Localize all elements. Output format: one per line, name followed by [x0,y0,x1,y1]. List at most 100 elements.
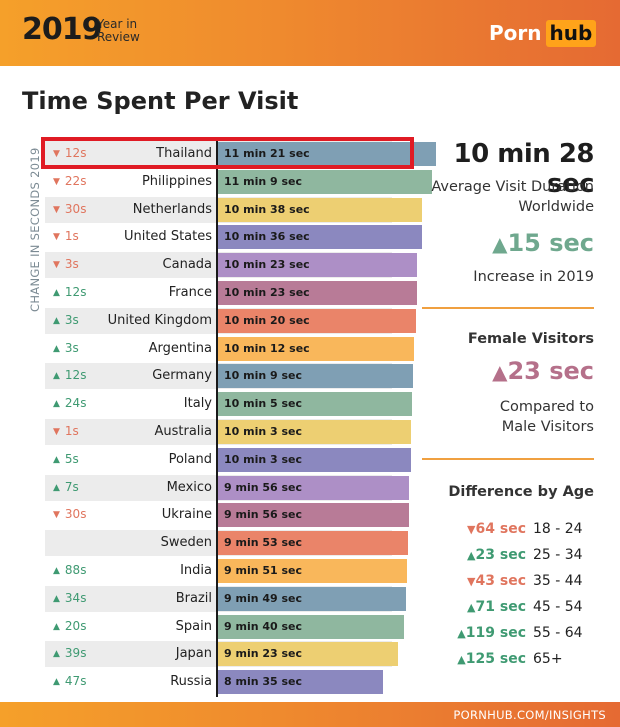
down-triangle-icon: ▼ [53,427,60,437]
change-indicator: ▲ 20s [53,619,86,633]
up-triangle-icon: ▲ [53,454,60,465]
country-label: Poland [168,451,212,467]
up-triangle-icon: ▲ [467,549,476,562]
bar [218,364,413,389]
change-indicator: ▼ 12s [53,146,86,160]
country-label: Netherlands [132,201,212,217]
age-row: ▼43 sec 35 - 44 [430,573,594,595]
bar-value-label: 10 min 38 sec [224,202,310,216]
bar [218,586,407,611]
bar [218,142,436,166]
change-value: 24s [64,396,87,411]
down-triangle-icon: ▼ [467,523,476,536]
change-value: 12s [64,146,87,160]
change-value: 34s [64,590,87,605]
chart-row: Sweden 9 min 53 sec [45,530,408,557]
bar-value-label: 9 min 53 sec [224,536,303,550]
change-value: 22s [64,173,87,188]
bar-value-label: 9 min 56 sec [224,480,303,494]
age-row: ▲119 sec 55 - 64 [430,625,594,647]
footer-url: PORNHUB.COM/INSIGHTS [453,708,606,722]
chart-row: ▲ 12s France 10 min 23 sec [45,280,418,306]
chart-row: ▼ 1s United States 10 min 36 sec [45,224,422,250]
bar-value-label: 10 min 23 sec [224,258,310,272]
down-triangle-icon: ▼ [53,176,60,187]
bar [218,503,409,528]
change-value: 3s [64,312,79,327]
page-title: Time Spent Per Visit [22,87,299,115]
up-triangle-icon: ▲ [53,482,60,493]
bar [218,169,433,194]
worldwide-average-panel: 10 min 28 sec [418,139,595,199]
change-indicator: ▲ 12s [53,285,86,299]
change-value: 5s [64,451,79,466]
divider [422,307,594,309]
country-label: Thailand [156,146,212,161]
bar [218,253,418,278]
worldwide-average-caption: Average Visit Duration Worldwide [418,177,594,217]
increase-value-text: 15 sec [507,229,594,257]
change-value: 88s [64,563,87,577]
age-delta: ▼64 sec [467,521,526,537]
age-range: 35 - 44 [533,573,583,589]
bar [218,197,423,222]
down-triangle-icon: ▼ [467,575,476,588]
age-range: 25 - 34 [533,547,583,563]
change-value: 12s [64,368,87,383]
age-delta-value: 71 sec [475,599,526,615]
bar-value-label: 9 min 49 sec [224,591,303,605]
age-row: ▼64 sec 18 - 24 [430,521,594,543]
change-value: 20s [64,618,87,633]
change-indicator: ▼ 1s [53,229,79,243]
year-in-review-label: Year in Review [97,18,157,44]
age-range: 55 - 64 [533,625,583,641]
bar [218,225,422,250]
change-indicator: ▲ 3s [53,313,79,327]
country-label: Sweden [160,535,212,551]
chart-row: ▲ 47s Russia 8 min 35 sec [45,669,392,695]
change-indicator: ▼ 1s [53,424,79,438]
bar [218,392,412,417]
bar-value-label: 10 min 9 sec [224,369,303,383]
up-triangle-icon: ▲ [53,343,60,354]
chart-row: ▼ 3s Canada 10 min 23 sec [45,252,418,279]
up-triangle-icon: ▲ [53,593,60,604]
chart-row: ▲ 34s Brazil 9 min 49 sec [45,585,407,612]
change-value: 1s [64,424,79,438]
bar [218,336,414,361]
chart-row: ▲ 12s Germany 10 min 9 sec [45,363,413,390]
y-axis-label: CHANGE IN SECONDS 2019 [28,147,42,312]
age-delta-value: 43 sec [475,573,526,589]
up-triangle-icon: ▲ [53,621,60,632]
up-triangle-icon: ▲ [53,371,60,382]
up-triangle-icon: ▲ [53,649,60,660]
footer-banner: PORNHUB.COM/INSIGHTS [0,702,620,727]
age-delta-value: 119 sec [465,625,526,641]
chart-row: ▲ 3s United Kingdom 10 min 20 sec [45,307,417,334]
chart-row: ▼ 12s Thailand 11 min 21 sec [45,141,436,167]
country-label: Russia [170,674,212,690]
bar [218,642,399,667]
country-label: Argentina [148,340,212,356]
chart-row: ▲ 3s Argentina 10 min 12 sec [45,336,414,362]
country-label: Mexico [166,479,212,495]
chart-row: ▼ 30s Netherlands 10 min 38 sec [45,196,423,223]
bar-value-label: 10 min 3 sec [224,425,303,438]
down-triangle-icon: ▼ [53,204,60,215]
age-row: ▲71 sec 45 - 54 [430,599,594,621]
change-value: 47s [64,674,87,689]
logo-text-part1: Porn [489,21,542,45]
change-indicator: ▲ 3s [53,341,79,355]
change-indicator: ▼ 22s [53,174,86,188]
chart-row: ▲ 7s Mexico 9 min 56 sec [45,474,409,501]
highlight-box [41,137,414,169]
up-triangle-icon: ▲ [53,566,60,576]
change-value: 30s [64,201,87,216]
up-triangle-icon: ▲ [53,677,60,688]
up-triangle-icon: ▲ [457,627,466,640]
age-delta: ▲23 sec [467,547,526,563]
change-value: 7s [64,479,79,494]
bar-value-label: 10 min 23 sec [224,286,310,299]
up-triangle-icon: ▲ [457,653,466,666]
up-triangle-icon: ▲ [53,399,60,410]
